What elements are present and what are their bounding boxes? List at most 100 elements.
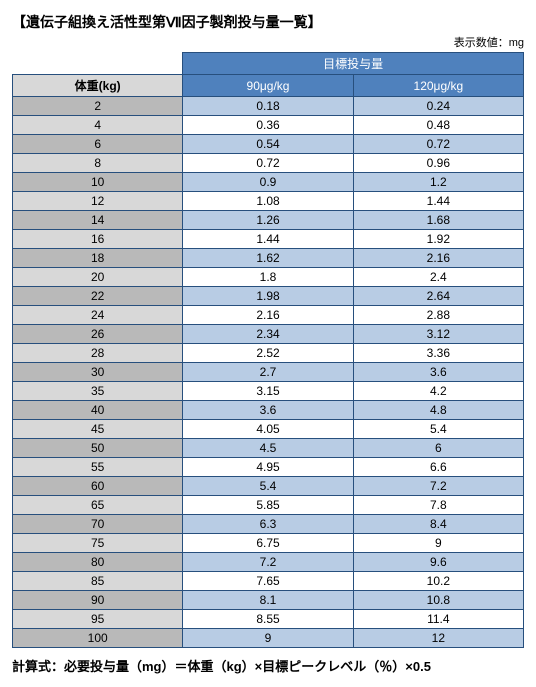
weight-cell: 12 [13, 192, 183, 211]
table-body: 20.180.2440.360.4860.540.7280.720.96100.… [13, 97, 524, 648]
dose120-cell: 0.72 [353, 135, 523, 154]
dose90-cell: 1.8 [183, 268, 353, 287]
dose120-cell: 0.48 [353, 116, 523, 135]
table-row: 80.720.96 [13, 154, 524, 173]
dose90-cell: 2.16 [183, 306, 353, 325]
dose120-cell: 2.16 [353, 249, 523, 268]
table-row: 807.29.6 [13, 553, 524, 572]
weight-cell: 95 [13, 610, 183, 629]
weight-cell: 24 [13, 306, 183, 325]
table-row: 201.82.4 [13, 268, 524, 287]
table-row: 605.47.2 [13, 477, 524, 496]
weight-cell: 60 [13, 477, 183, 496]
dose90-cell: 8.55 [183, 610, 353, 629]
weight-cell: 35 [13, 382, 183, 401]
weight-cell: 40 [13, 401, 183, 420]
table-row: 504.56 [13, 439, 524, 458]
table-row: 908.110.8 [13, 591, 524, 610]
dose90-cell: 6.3 [183, 515, 353, 534]
dose120-cell: 2.4 [353, 268, 523, 287]
dose120-cell: 7.2 [353, 477, 523, 496]
dose90-cell: 1.62 [183, 249, 353, 268]
unit-note: 表示数値：mg [12, 34, 524, 50]
dose90-cell: 4.5 [183, 439, 353, 458]
dose90-cell: 0.9 [183, 173, 353, 192]
weight-cell: 26 [13, 325, 183, 344]
dose120-cell: 1.2 [353, 173, 523, 192]
table-row: 262.343.12 [13, 325, 524, 344]
table-row: 756.759 [13, 534, 524, 553]
page-title: 【遺伝子組換え活性型第Ⅶ因子製剤投与量一覧】 [12, 12, 524, 32]
header-dose-120: 120μg/kg [353, 75, 523, 97]
dose90-cell: 3.6 [183, 401, 353, 420]
dose120-cell: 1.68 [353, 211, 523, 230]
weight-cell: 28 [13, 344, 183, 363]
table-row: 141.261.68 [13, 211, 524, 230]
weight-cell: 65 [13, 496, 183, 515]
dose120-cell: 8.4 [353, 515, 523, 534]
table-row: 100912 [13, 629, 524, 648]
weight-cell: 80 [13, 553, 183, 572]
dose120-cell: 3.36 [353, 344, 523, 363]
table-row: 958.5511.4 [13, 610, 524, 629]
weight-cell: 70 [13, 515, 183, 534]
dose120-cell: 9.6 [353, 553, 523, 572]
dose90-cell: 4.95 [183, 458, 353, 477]
weight-cell: 6 [13, 135, 183, 154]
dose90-cell: 1.98 [183, 287, 353, 306]
weight-cell: 85 [13, 572, 183, 591]
dose120-cell: 10.8 [353, 591, 523, 610]
dose90-cell: 1.44 [183, 230, 353, 249]
dose120-cell: 1.44 [353, 192, 523, 211]
dose90-cell: 0.18 [183, 97, 353, 116]
dose120-cell: 6 [353, 439, 523, 458]
dose120-cell: 6.6 [353, 458, 523, 477]
dose120-cell: 10.2 [353, 572, 523, 591]
table-row: 40.360.48 [13, 116, 524, 135]
table-row: 403.64.8 [13, 401, 524, 420]
weight-cell: 4 [13, 116, 183, 135]
weight-cell: 45 [13, 420, 183, 439]
dose120-cell: 5.4 [353, 420, 523, 439]
table-row: 655.857.8 [13, 496, 524, 515]
dose90-cell: 3.15 [183, 382, 353, 401]
dose120-cell: 3.12 [353, 325, 523, 344]
dose120-cell: 4.8 [353, 401, 523, 420]
dose120-cell: 3.6 [353, 363, 523, 382]
dose120-cell: 0.96 [353, 154, 523, 173]
header-dose-90: 90μg/kg [183, 75, 353, 97]
table-row: 100.91.2 [13, 173, 524, 192]
weight-cell: 20 [13, 268, 183, 287]
dose90-cell: 8.1 [183, 591, 353, 610]
weight-cell: 90 [13, 591, 183, 610]
table-row: 161.441.92 [13, 230, 524, 249]
weight-cell: 30 [13, 363, 183, 382]
table-row: 181.622.16 [13, 249, 524, 268]
table-row: 706.38.4 [13, 515, 524, 534]
table-row: 221.982.64 [13, 287, 524, 306]
dose90-cell: 7.2 [183, 553, 353, 572]
dose90-cell: 5.4 [183, 477, 353, 496]
dose90-cell: 2.7 [183, 363, 353, 382]
table-row: 857.6510.2 [13, 572, 524, 591]
dose90-cell: 6.75 [183, 534, 353, 553]
table-row: 554.956.6 [13, 458, 524, 477]
weight-cell: 50 [13, 439, 183, 458]
dose120-cell: 12 [353, 629, 523, 648]
dose90-cell: 9 [183, 629, 353, 648]
dose120-cell: 0.24 [353, 97, 523, 116]
dose120-cell: 4.2 [353, 382, 523, 401]
dose120-cell: 2.88 [353, 306, 523, 325]
table-row: 121.081.44 [13, 192, 524, 211]
weight-cell: 22 [13, 287, 183, 306]
formula-text: 計算式：必要投与量（mg）＝体重（kg）×目標ピークレベル（％）×0.5 [12, 656, 524, 675]
header-target: 目標投与量 [183, 53, 524, 75]
table-row: 242.162.88 [13, 306, 524, 325]
dose120-cell: 1.92 [353, 230, 523, 249]
dose120-cell: 9 [353, 534, 523, 553]
table-row: 302.73.6 [13, 363, 524, 382]
weight-cell: 16 [13, 230, 183, 249]
dose90-cell: 5.85 [183, 496, 353, 515]
dose90-cell: 4.05 [183, 420, 353, 439]
weight-cell: 10 [13, 173, 183, 192]
